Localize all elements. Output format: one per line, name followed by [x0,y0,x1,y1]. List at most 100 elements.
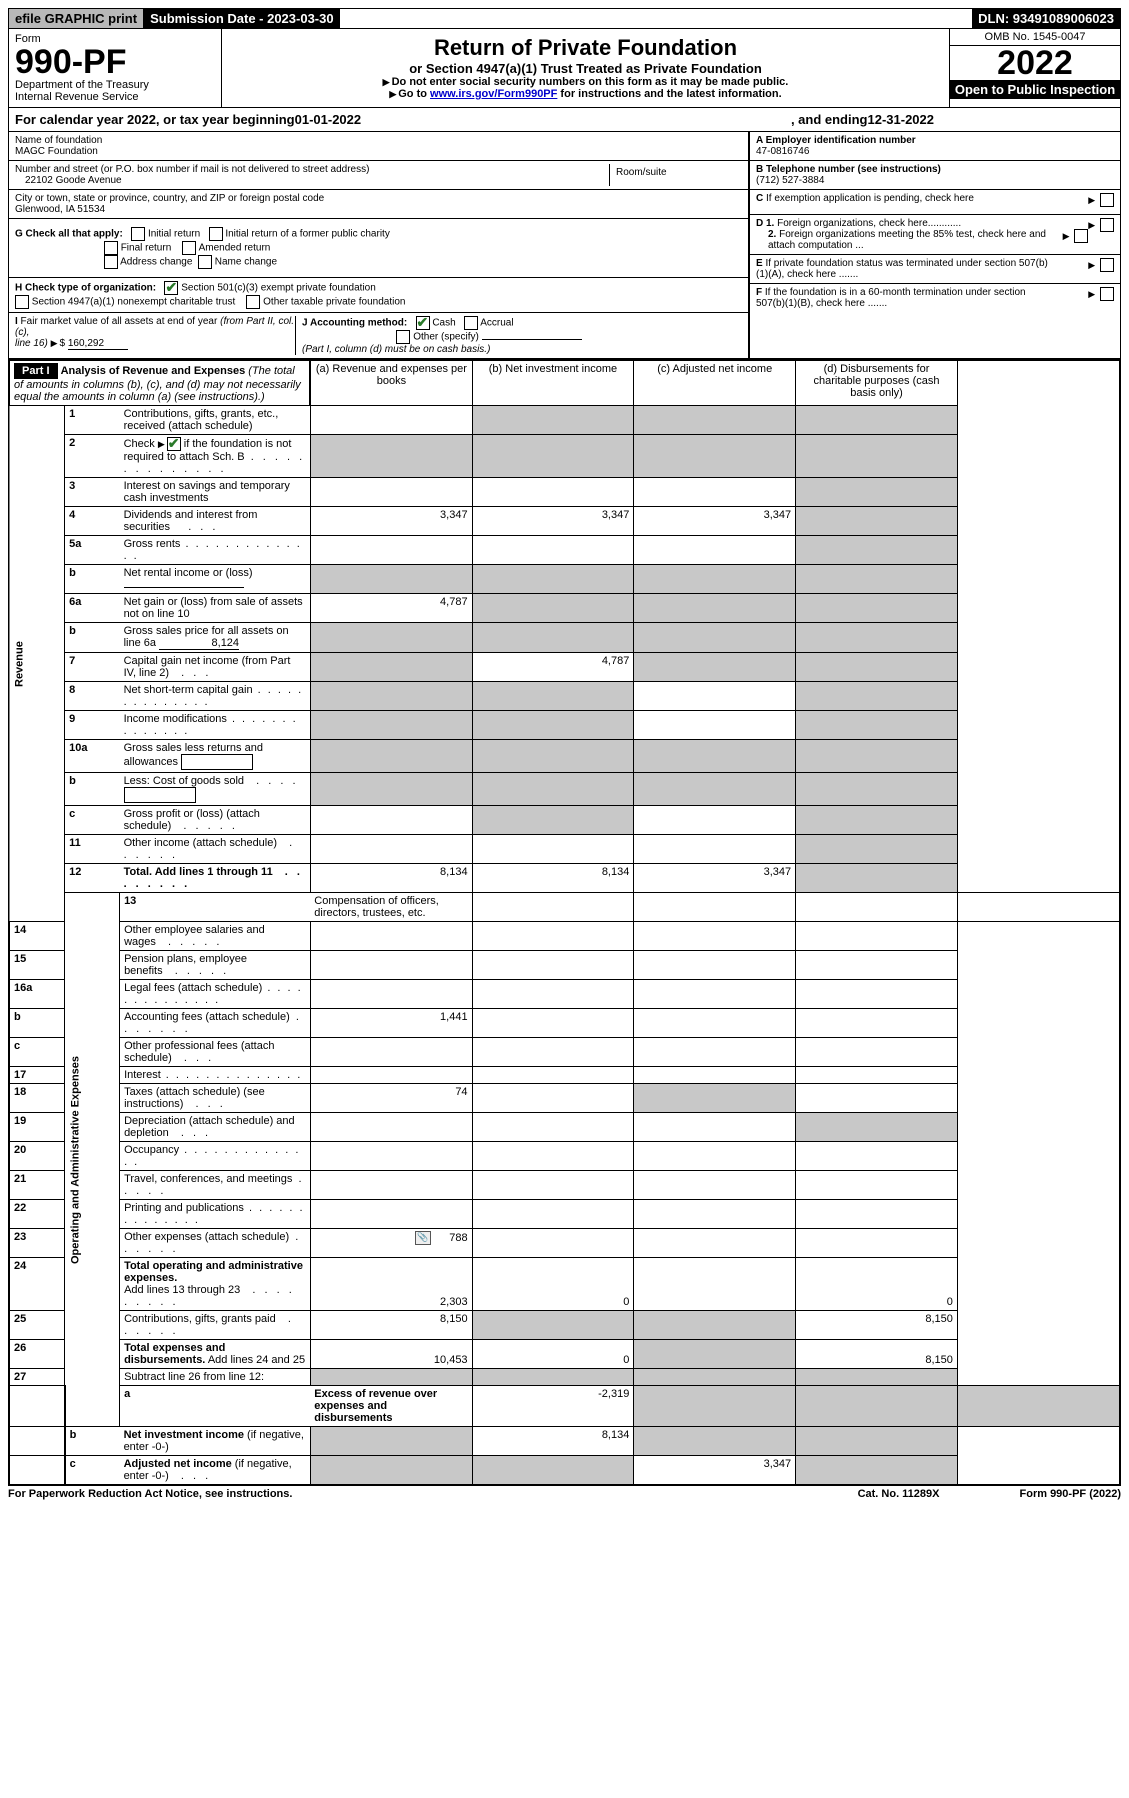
triangle-icon [1063,231,1072,242]
section-c-label: If exemption application is pending, che… [766,193,974,204]
line-17: Interest [120,1067,311,1084]
checkbox-d2[interactable] [1074,229,1088,243]
line-10b: Less: Cost of goods sold . . . . [120,773,311,806]
line-19: Depreciation (attach schedule) and deple… [120,1113,311,1142]
checkbox-e[interactable] [1100,258,1114,272]
efile-print-button[interactable]: efile GRAPHIC print [9,9,144,28]
checkbox-final-return[interactable] [104,241,118,255]
line-5a: Gross rents [120,536,311,565]
cal-mid: , and ending [791,112,868,127]
val-12a: 8,134 [310,864,472,893]
checkbox-amended[interactable] [182,241,196,255]
col-b-header: (b) Net investment income [472,360,634,406]
line-27a: Excess of revenue over expenses and disb… [310,1386,472,1427]
checkbox-address-change[interactable] [104,255,118,269]
opt-other-method: Other (specify) [413,332,479,343]
val-27c: 3,347 [634,1456,796,1486]
triangle-icon [1088,289,1097,300]
line-8: Net short-term capital gain [120,682,311,711]
val-26b: 0 [472,1340,634,1369]
tax-year: 2022 [950,46,1120,80]
footer-right: Form 990-PF (2022) [1020,1488,1122,1500]
section-j-note: (Part I, column (d) must be on cash basi… [302,344,490,355]
section-h-label: H Check type of organization: [15,283,156,294]
form-header: Form 990-PF Department of the Treasury I… [8,29,1121,108]
fmv-value: 160,292 [68,338,128,350]
checkbox-name-change[interactable] [198,255,212,269]
opt-final: Final return [121,243,172,254]
foundation-name: MAGC Foundation [15,146,742,157]
val-7b: 4,787 [472,653,634,682]
cal-prefix: For calendar year 2022, or tax year begi… [15,112,295,127]
line-10a: Gross sales less returns and allowances [120,740,311,773]
line-3: Interest on savings and temporary cash i… [120,478,311,507]
checkbox-accrual[interactable] [464,316,478,330]
col-d-header: (d) Disbursements for charitable purpose… [796,360,958,406]
open-inspection: Open to Public Inspection [950,80,1120,99]
attachment-icon[interactable]: 📎 [415,1231,431,1245]
checkbox-other-taxable[interactable] [246,295,260,309]
opt-name-change: Name change [215,257,277,268]
opt-initial: Initial return [148,229,200,240]
dept-treasury: Department of the Treasury [15,79,215,91]
checkbox-initial-former[interactable] [209,227,223,241]
room-label: Room/suite [610,164,742,186]
checkbox-initial-return[interactable] [131,227,145,241]
opt-addr-change: Address change [120,257,192,268]
line-16b: Accounting fees (attach schedule) . . . … [120,1009,311,1038]
checkbox-501c3[interactable] [164,281,178,295]
tel-label: B Telephone number (see instructions) [756,164,941,175]
instruction-1: Do not enter social security numbers on … [392,76,789,88]
line-6b: Gross sales price for all assets on line… [120,623,311,653]
cal-begin: 01-01-2022 [295,112,362,127]
line-18: Taxes (attach schedule) (see instruction… [120,1084,311,1113]
val-12b: 8,134 [472,864,634,893]
val-27b: 8,134 [472,1427,634,1456]
instruction-2-post: for instructions and the latest informat… [557,88,781,100]
line-9: Income modifications [120,711,311,740]
part1-table: Part I Analysis of Revenue and Expenses … [8,359,1121,1486]
line-5b: Net rental income or (loss) [120,565,311,594]
opt-4947: Section 4947(a)(1) nonexempt charitable … [32,297,235,308]
opt-cash: Cash [432,318,455,329]
checkbox-cash[interactable] [416,316,430,330]
section-g-label: G Check all that apply: [15,229,123,240]
checkbox-other-method[interactable] [396,330,410,344]
page-footer: For Paperwork Reduction Act Notice, see … [8,1486,1121,1500]
line-27c: Adjusted net income (if negative, enter … [120,1456,311,1486]
checkbox-4947[interactable] [15,295,29,309]
line-21: Travel, conferences, and meetings . . . … [120,1171,311,1200]
line-16c: Other professional fees (attach schedule… [120,1038,311,1067]
irs-link[interactable]: www.irs.gov/Form990PF [430,88,557,100]
val-24a: 2,303 [310,1258,472,1311]
checkbox-c[interactable] [1100,193,1114,207]
checkbox-sch-b[interactable] [167,437,181,451]
opt-initial-former: Initial return of a former public charit… [225,229,390,240]
opt-accrual: Accrual [480,318,513,329]
line-27b: Net investment income (if negative, ente… [120,1427,311,1456]
checkbox-f[interactable] [1100,287,1114,301]
cal-end: 12-31-2022 [868,112,935,127]
form-title: Return of Private Foundation [228,35,943,61]
addr-label: Number and street (or P.O. box number if… [15,164,609,175]
section-d2: 2. Foreign organizations meeting the 85%… [756,229,1048,251]
part1-title: Analysis of Revenue and Expenses [61,365,246,377]
val-16b: 1,441 [310,1009,472,1038]
section-f: F If the foundation is in a 60-month ter… [756,287,1056,309]
line-10c: Gross profit or (loss) (attach schedule)… [120,806,311,835]
line-2: Check if the foundation is not required … [120,435,311,478]
val-4b: 3,347 [472,507,634,536]
val-4a: 3,347 [310,507,472,536]
footer-mid: Cat. No. 11289X [858,1488,940,1500]
val-25a: 8,150 [310,1311,472,1340]
opt-amended: Amended return [199,243,271,254]
val-12c: 3,347 [634,864,796,893]
instruction-2-pre: Go to [398,88,430,100]
calendar-year-row: For calendar year 2022, or tax year begi… [8,108,1121,132]
line-24: Total operating and administrative expen… [120,1258,311,1311]
triangle-icon [51,338,60,349]
submission-date: Submission Date - 2023-03-30 [144,9,340,28]
line-20: Occupancy [120,1142,311,1171]
checkbox-d1[interactable] [1100,218,1114,232]
irs-label: Internal Revenue Service [15,91,215,103]
